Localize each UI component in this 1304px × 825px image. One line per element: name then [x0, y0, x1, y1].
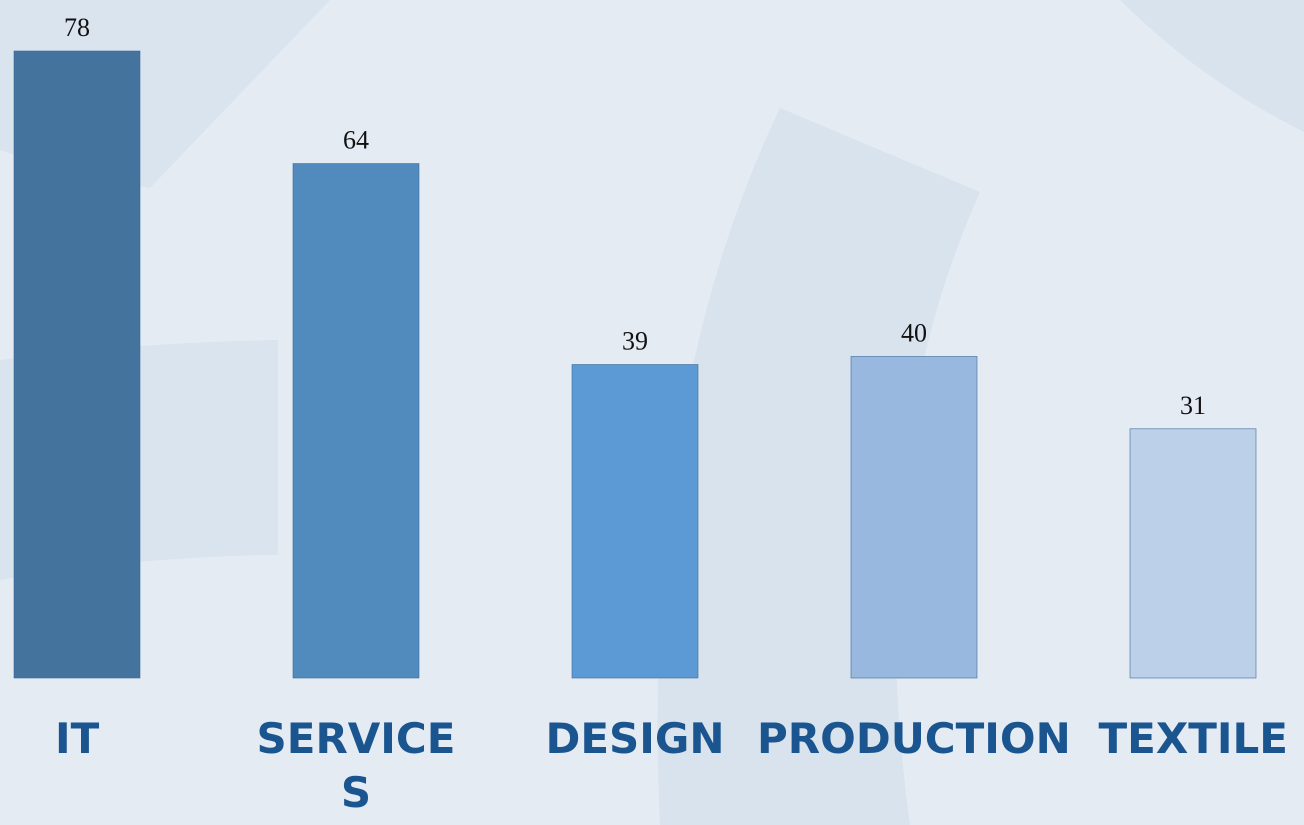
bar-4 — [1129, 428, 1257, 679]
data-label-3: 40 — [901, 318, 927, 347]
background-swoosh-top-right — [1120, 0, 1304, 132]
data-label-4: 31 — [1180, 391, 1206, 420]
category-label-0: IT — [55, 714, 100, 763]
data-label-0: 78 — [64, 13, 90, 42]
category-label-1: SERVICE S — [256, 714, 456, 817]
category-label-3: PRODUCTION — [757, 714, 1071, 763]
background-swoosh-center — [657, 108, 980, 825]
category-label-4: TEXTILE — [1098, 714, 1288, 763]
bar-3 — [850, 356, 978, 679]
bar-2 — [571, 364, 699, 679]
bar-0 — [13, 50, 141, 679]
category-label-2: DESIGN — [545, 714, 725, 763]
data-label-2: 39 — [622, 327, 648, 356]
bar-1 — [292, 163, 420, 679]
data-label-1: 64 — [343, 126, 369, 155]
